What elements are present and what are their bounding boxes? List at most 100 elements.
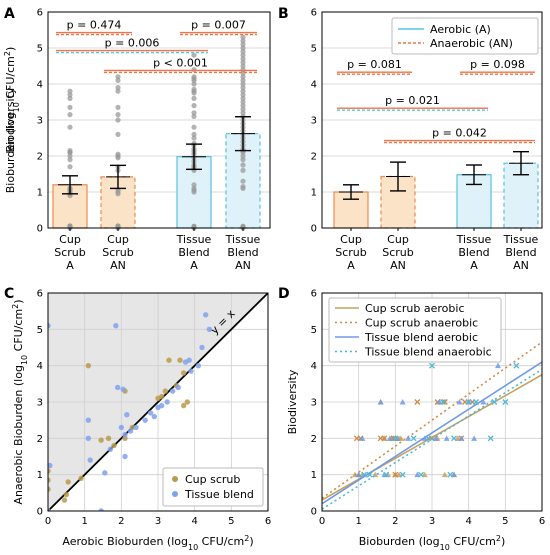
ytick-label-d-0: 0 — [311, 507, 317, 518]
plot-frame-c — [47, 292, 269, 512]
chart-panel-a: 0 1 2 3 4 5 6 p = 0.474 p = 0.007 p = 0.006 p < 0.… — [3, 8, 271, 272]
panel-label-a: A — [4, 6, 15, 22]
data-point-a-2-30 — [191, 81, 197, 87]
xtick-label-a-0-1: Scrub — [54, 246, 86, 259]
ytick-label-b-1: 1 — [311, 188, 317, 199]
data-point-c-cup-scrub-3 — [61, 497, 68, 503]
data-point-a-2-22 — [191, 124, 197, 130]
xtick-label-b-2-0: Tissue — [456, 233, 492, 246]
plot-frame-a — [47, 11, 271, 229]
data-point-a-1-14 — [115, 117, 121, 123]
data-point-d-cup-scrub-anaerobic-5 — [392, 471, 399, 478]
data-point-d-tissue-blend-anaerobic-3 — [392, 435, 399, 442]
data-point-a-3-32 — [240, 77, 246, 83]
data-point-c-tissue-blend-29 — [195, 362, 202, 369]
xtick-label-c-6: 6 — [265, 516, 271, 527]
xtick-label-b-2-2: A — [470, 259, 478, 272]
data-point-d-tissue-blend-anaerobic-5 — [410, 435, 417, 442]
data-point-c-tissue-blend-8 — [107, 446, 114, 452]
data-point-d-tissue-blend-aerobic-7 — [405, 435, 412, 441]
data-point-a-0-21 — [67, 95, 73, 101]
xtick-label-b-3-0: Tissue — [503, 233, 539, 246]
xtick-label-a-1-2: AN — [110, 259, 126, 272]
xtick-label-a-1-1: Scrub — [102, 246, 134, 259]
data-point-d-tissue-blend-aerobic-19 — [495, 362, 501, 369]
data-point-d-tissue-blend-aerobic-4 — [386, 435, 393, 441]
data-point-c-tissue-blend-1 — [48, 323, 51, 329]
data-point-a-3-31 — [240, 81, 246, 87]
data-point-c-tissue-blend-0 — [48, 508, 51, 511]
data-point-c-tissue-blend-13 — [122, 432, 128, 438]
data-point-a-3-42 — [240, 41, 246, 48]
data-point-a-2-29 — [191, 86, 197, 92]
data-point-a-0-13 — [67, 157, 73, 163]
xtick-label-b-0-1: Scrub — [335, 246, 367, 259]
xtick-label-a-3-0: Tissue — [225, 233, 261, 246]
data-point-a-3-23 — [240, 110, 246, 116]
ytick-label-a-1: 1 — [37, 188, 43, 199]
data-point-c-tissue-blend-7 — [102, 470, 108, 476]
ytick-label-c-0: 0 — [37, 507, 43, 518]
ytick-label-a-5: 5 — [37, 44, 43, 55]
ytick-label-d-4: 4 — [311, 361, 317, 372]
x-axis-label-d: Bioburden (log10 CFU/cm2) — [359, 534, 506, 552]
panel-label-c: C — [4, 286, 14, 302]
data-point-d-cup-scrub-aerobic-9 — [421, 471, 428, 478]
legend-swatch-c-0 — [172, 476, 178, 482]
data-point-a-3-9 — [240, 157, 246, 163]
data-point-a-2-23 — [191, 113, 197, 119]
data-point-a-3-26 — [240, 99, 246, 105]
data-point-c-cup-scrub-5 — [65, 479, 71, 485]
plot-frame-d — [321, 292, 543, 512]
ytick-label-c-2: 2 — [37, 434, 43, 445]
data-point-d-cup-scrub-anaerobic-9 — [441, 399, 448, 405]
legend-swatch-c-1 — [172, 491, 178, 497]
legend-label-d-3: Tissue blend anaerobic — [364, 346, 492, 359]
data-point-a-3-36 — [240, 63, 246, 69]
ytick-label-d-5: 5 — [311, 325, 317, 336]
p-value-label-b-3: p = 0.042 — [432, 127, 487, 140]
data-point-a-3-8 — [240, 162, 246, 168]
data-point-a-3-24 — [240, 106, 246, 112]
ytick-label-c-6: 6 — [37, 289, 43, 300]
data-point-a-1-12 — [115, 151, 121, 157]
xtick-label-d-3: 3 — [429, 516, 435, 527]
data-point-d-tissue-blend-anaerobic-11 — [473, 399, 479, 405]
data-point-c-tissue-blend-16 — [127, 428, 134, 434]
xtick-label-b-1-2: AN — [390, 259, 406, 272]
data-point-c-tissue-blend-32 — [206, 326, 213, 333]
xtick-label-c-3: 3 — [155, 516, 161, 527]
p-value-label-a-0: p = 0.474 — [67, 19, 122, 32]
data-point-c-cup-scrub-15 — [158, 393, 165, 400]
data-point-d-tissue-blend-anaerobic-15 — [513, 362, 520, 369]
data-point-c-tissue-blend-20 — [151, 413, 158, 420]
data-point-a-3-40 — [240, 49, 246, 55]
ytick-label-d-3: 3 — [311, 398, 317, 409]
data-point-a-2-35 — [191, 52, 197, 58]
data-point-d-cup-scrub-anaerobic-3 — [381, 435, 388, 442]
data-point-c-tissue-blend-6 — [98, 508, 104, 511]
xtick-label-c-5: 5 — [228, 516, 234, 527]
data-point-a-0-18 — [67, 124, 73, 130]
data-point-c-cup-scrub-16 — [162, 388, 169, 394]
data-point-d-tissue-blend-aerobic-12 — [443, 435, 450, 441]
data-point-a-0-14 — [67, 153, 73, 159]
legend-box-d — [328, 297, 502, 363]
identity-line — [47, 292, 269, 512]
ytick-label-b-2: 2 — [311, 152, 317, 163]
xtick-label-d-0: 0 — [319, 516, 325, 527]
p-value-label-a-3: p < 0.001 — [153, 56, 208, 69]
data-point-d-cup-scrub-aerobic-11 — [441, 471, 448, 478]
ytick-label-b-3: 3 — [311, 116, 317, 127]
p-value-label-b-2: p = 0.021 — [385, 94, 440, 107]
p-value-label-a-1: p = 0.007 — [191, 19, 246, 32]
legend-label-d-2: Tissue blend aerobic — [364, 331, 478, 344]
data-point-a-3-43 — [240, 38, 246, 44]
data-point-d-tissue-blend-anaerobic-0 — [361, 471, 368, 478]
data-point-c-tissue-blend-14 — [122, 453, 128, 460]
data-point-a-3-3 — [240, 223, 246, 229]
panel-label-b: B — [278, 6, 289, 22]
data-point-d-tissue-blend-aerobic-9 — [421, 435, 428, 441]
data-point-a-2-6 — [191, 185, 197, 191]
data-point-c-tissue-blend-15 — [124, 412, 130, 418]
